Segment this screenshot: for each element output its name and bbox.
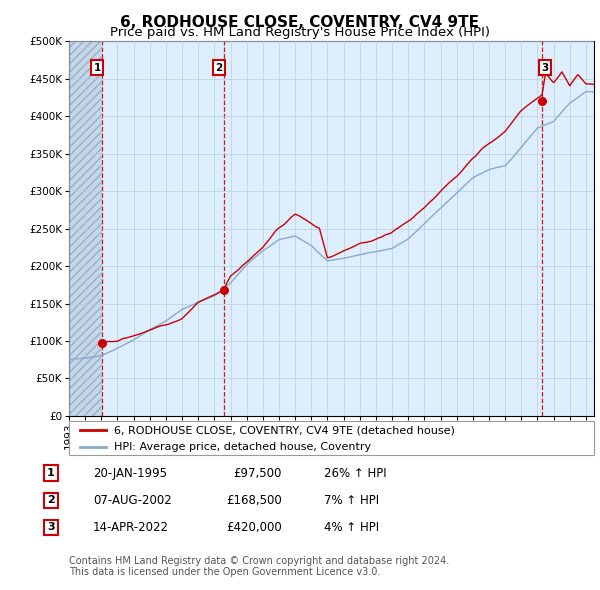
Text: 6, RODHOUSE CLOSE, COVENTRY, CV4 9TE: 6, RODHOUSE CLOSE, COVENTRY, CV4 9TE [121,15,479,30]
Text: 26% ↑ HPI: 26% ↑ HPI [324,467,386,480]
Text: 7% ↑ HPI: 7% ↑ HPI [324,494,379,507]
Text: £97,500: £97,500 [233,467,282,480]
Text: 07-AUG-2002: 07-AUG-2002 [93,494,172,507]
Text: 1: 1 [94,63,101,73]
Text: 6, RODHOUSE CLOSE, COVENTRY, CV4 9TE (detached house): 6, RODHOUSE CLOSE, COVENTRY, CV4 9TE (de… [113,425,455,435]
Text: 3: 3 [47,523,55,532]
Bar [69,41,102,416]
Text: HPI: Average price, detached house, Coventry: HPI: Average price, detached house, Cove… [113,442,371,452]
Text: £420,000: £420,000 [226,521,282,534]
Text: 2: 2 [215,63,223,73]
Text: 4% ↑ HPI: 4% ↑ HPI [324,521,379,534]
Text: 14-APR-2022: 14-APR-2022 [93,521,169,534]
Text: Contains HM Land Registry data © Crown copyright and database right 2024.
This d: Contains HM Land Registry data © Crown c… [69,556,449,578]
Text: Price paid vs. HM Land Registry's House Price Index (HPI): Price paid vs. HM Land Registry's House … [110,26,490,39]
Text: £168,500: £168,500 [226,494,282,507]
Text: 1: 1 [47,468,55,478]
FancyBboxPatch shape [69,421,594,455]
Text: 2: 2 [47,496,55,505]
Text: 20-JAN-1995: 20-JAN-1995 [93,467,167,480]
Text: 3: 3 [542,63,549,73]
